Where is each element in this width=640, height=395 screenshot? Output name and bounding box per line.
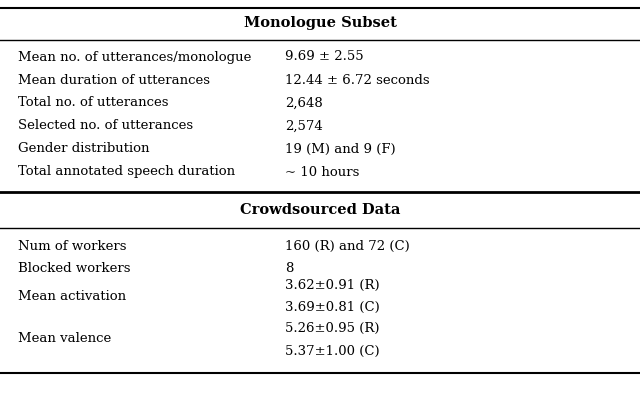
Text: 5.26±0.95 (R): 5.26±0.95 (R) [285, 322, 380, 335]
Text: 2,648: 2,648 [285, 96, 323, 109]
Text: 3.69±0.81 (C): 3.69±0.81 (C) [285, 301, 380, 314]
Text: Blocked workers: Blocked workers [18, 263, 131, 275]
Text: Mean duration of utterances: Mean duration of utterances [18, 73, 210, 87]
Text: Crowdsourced Data: Crowdsourced Data [240, 203, 400, 217]
Text: 2,574: 2,574 [285, 120, 323, 132]
Text: 9.69 ± 2.55: 9.69 ± 2.55 [285, 51, 364, 64]
Text: Selected no. of utterances: Selected no. of utterances [18, 120, 193, 132]
Text: Mean no. of utterances/monologue: Mean no. of utterances/monologue [18, 51, 252, 64]
Text: Monologue Subset: Monologue Subset [244, 16, 396, 30]
Text: 12.44 ± 6.72 seconds: 12.44 ± 6.72 seconds [285, 73, 429, 87]
Text: Total no. of utterances: Total no. of utterances [18, 96, 168, 109]
Text: Total annotated speech duration: Total annotated speech duration [18, 166, 235, 179]
Text: Mean activation: Mean activation [18, 290, 126, 303]
Text: ~ 10 hours: ~ 10 hours [285, 166, 360, 179]
Text: 3.62±0.91 (R): 3.62±0.91 (R) [285, 278, 380, 292]
Text: Mean valence: Mean valence [18, 333, 111, 346]
Text: Num of workers: Num of workers [18, 239, 127, 252]
Text: Gender distribution: Gender distribution [18, 143, 150, 156]
Text: 5.37±1.00 (C): 5.37±1.00 (C) [285, 344, 380, 357]
Text: 160 (R) and 72 (C): 160 (R) and 72 (C) [285, 239, 410, 252]
Text: 19 (M) and 9 (F): 19 (M) and 9 (F) [285, 143, 396, 156]
Text: 8: 8 [285, 263, 293, 275]
